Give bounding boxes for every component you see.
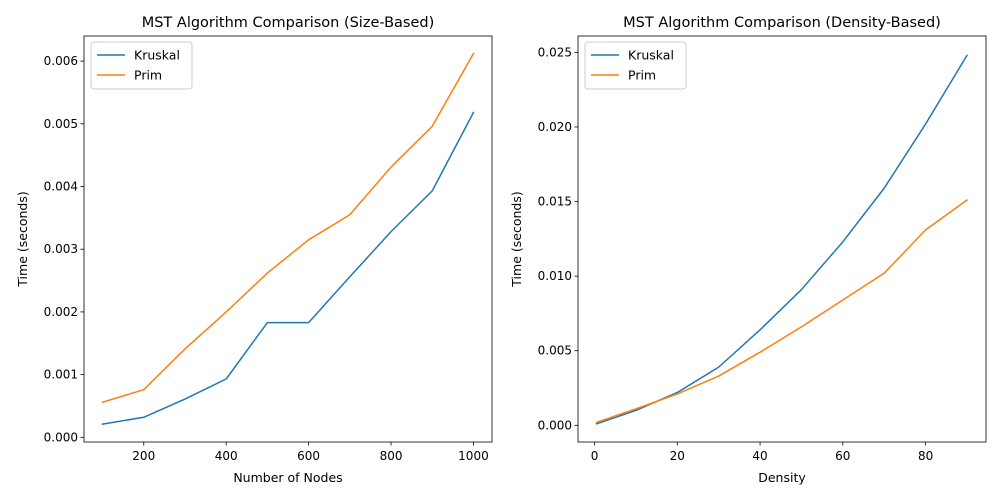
y-tick-label: 0.001	[44, 368, 78, 382]
legend-box	[90, 41, 193, 90]
y-tick-label: 0.005	[538, 344, 572, 358]
size-based-chart: 200 400 600 800 1000 0.000 0.001 0.002 0.003 0.00…	[15, 15, 493, 485]
x-tick-label: 200	[132, 449, 155, 463]
y-tick-label: 0.005	[44, 117, 78, 131]
series-line-prim	[101, 52, 475, 404]
x-tick-label: 400	[215, 449, 238, 463]
y-tick-label: 0.000	[538, 418, 572, 432]
axes-frame	[83, 35, 493, 443]
x-tick-label: 800	[380, 449, 403, 463]
y-axis-label: Time (seconds)	[15, 191, 30, 287]
x-tick-label: 0	[591, 449, 599, 463]
legend-label-kruskal: Kruskal	[134, 48, 180, 63]
x-tick-label: 80	[918, 449, 933, 463]
legend-label-kruskal: Kruskal	[628, 48, 674, 63]
y-axis-label: Time (seconds)	[509, 191, 524, 287]
legend-box	[584, 41, 687, 90]
y-tick-label: 0.010	[538, 269, 572, 283]
series-line-kruskal	[101, 111, 475, 426]
x-tick-label: 20	[670, 449, 685, 463]
y-tick-label: 0.003	[44, 242, 78, 256]
x-axis-label: Density	[758, 470, 806, 485]
y-tick-label: 0.015	[538, 195, 572, 209]
legend: Kruskal Prim	[584, 41, 687, 90]
legend-label-prim: Prim	[134, 68, 162, 83]
x-tick-label: 40	[752, 449, 767, 463]
chart-title: MST Algorithm Comparison (Density-Based)	[623, 15, 941, 31]
density-based-chart: 0 20 40 60 80 0.000 0.005 0.010 0.015 0.020 0.025 M…	[509, 15, 987, 485]
y-tick-label: 0.000	[44, 430, 78, 444]
y-tick-label: 0.020	[538, 120, 572, 134]
y-tick-label: 0.006	[44, 54, 78, 68]
series-line-prim	[595, 199, 969, 424]
axes-frame	[577, 35, 987, 443]
y-tick-label: 0.004	[44, 179, 78, 193]
y-tick-label: 0.025	[538, 45, 572, 59]
x-tick-label: 600	[297, 449, 320, 463]
y-tick-label: 0.002	[44, 305, 78, 319]
legend-label-prim: Prim	[628, 68, 656, 83]
chart-title: MST Algorithm Comparison (Size-Based)	[142, 15, 435, 31]
x-tick-label: 1000	[458, 449, 489, 463]
x-tick-label: 60	[835, 449, 850, 463]
legend: Kruskal Prim	[90, 41, 193, 90]
x-axis-label: Number of Nodes	[233, 470, 342, 485]
